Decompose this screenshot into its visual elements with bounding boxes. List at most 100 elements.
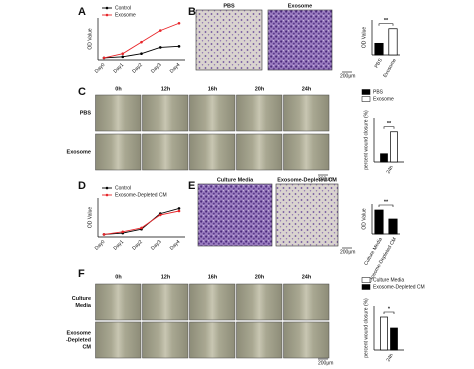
significance-bracket — [383, 126, 395, 129]
y-axis-label: OD Value — [87, 28, 93, 50]
significance-bracket — [378, 204, 394, 207]
wound-image — [189, 283, 236, 321]
bar — [390, 327, 398, 351]
wound-image — [283, 133, 330, 171]
wound-image — [283, 283, 330, 321]
x-tick-label: 24h — [386, 164, 395, 174]
time-label: 16h — [208, 86, 218, 92]
point — [177, 21, 181, 25]
significance-bracket — [378, 23, 394, 26]
point — [158, 46, 162, 49]
point — [177, 45, 181, 48]
legend-marker — [105, 6, 109, 10]
micrograph — [197, 183, 273, 247]
y-axis-label: percent wound closure (%) — [363, 298, 369, 358]
point — [102, 233, 106, 236]
bar — [380, 316, 388, 351]
time-label: 12h — [161, 274, 171, 280]
wound-image — [283, 321, 330, 359]
image-title: Exosome-Depleted CM — [277, 177, 337, 183]
legend-label: Exosome — [115, 12, 136, 18]
legend-label: Exosome-Depleted CM — [373, 284, 425, 290]
bar — [374, 42, 384, 56]
bar — [374, 209, 384, 235]
legend-label: Control — [115, 5, 131, 11]
y-axis-label: OD Value — [361, 208, 367, 230]
time-label: 20h — [255, 86, 265, 92]
time-label: 16h — [208, 274, 218, 280]
wound-image — [95, 321, 142, 359]
legend-label: Control — [115, 185, 131, 191]
legend-swatch — [361, 284, 371, 290]
series-line — [103, 207, 180, 235]
x-tick-label: Day4 — [169, 62, 182, 75]
row-label: PBS — [80, 110, 92, 116]
scale-label: 200μm — [340, 249, 355, 255]
time-label: 0h — [115, 274, 122, 280]
panel-label: D — [78, 180, 86, 192]
x-tick-label: Day1 — [113, 239, 126, 252]
point — [121, 52, 125, 55]
legend-label: PBS — [373, 89, 384, 95]
legend-swatch — [361, 89, 371, 95]
panel-label: E — [188, 180, 195, 192]
point — [102, 56, 106, 60]
row-label: Exosome — [67, 330, 91, 336]
legend-label: Exosome — [373, 96, 394, 102]
significance: ** — [384, 199, 389, 205]
y-axis-label: OD Value — [361, 27, 367, 49]
significance-bracket — [383, 311, 395, 314]
legend-label: Culture Media — [373, 277, 404, 283]
bar — [380, 153, 388, 163]
micrograph — [267, 9, 333, 71]
time-label: 20h — [255, 274, 265, 280]
point — [140, 226, 143, 230]
image-title: Exosome — [288, 3, 312, 9]
row-label: Culture — [72, 296, 91, 302]
bar — [388, 28, 398, 56]
image-title: Culture Media — [217, 177, 254, 183]
legend-marker — [105, 13, 109, 17]
legend-label: Exosome-Depleted CM — [115, 192, 167, 198]
point — [177, 207, 181, 210]
x-tick-label: Day4 — [169, 239, 182, 252]
row-label: -Depleted — [66, 337, 91, 343]
significance: ** — [384, 18, 389, 24]
wound-image — [189, 321, 236, 359]
panel-label: C — [78, 86, 86, 98]
legend-marker — [105, 193, 109, 197]
x-tick-label: Day2 — [131, 62, 144, 75]
point — [140, 52, 143, 55]
micrograph — [275, 183, 339, 247]
row-label: Media — [75, 303, 92, 309]
scale-label: 200μm — [318, 176, 333, 182]
legend-marker — [105, 186, 109, 190]
panel-label: A — [78, 6, 86, 18]
x-tick-label: 24h — [386, 352, 395, 362]
scale-label: 200μm — [340, 73, 355, 79]
legend-swatch — [361, 96, 371, 102]
series-line — [103, 210, 180, 235]
significance: * — [388, 306, 391, 312]
x-tick-label: Exosome — [382, 57, 398, 78]
wound-image — [142, 94, 189, 132]
image-title: PBS — [223, 3, 235, 9]
significance: ** — [387, 121, 392, 127]
point — [121, 55, 125, 59]
row-label: Exosome — [67, 149, 91, 155]
wound-image — [236, 94, 283, 132]
wound-image — [236, 321, 283, 359]
wound-image — [95, 133, 142, 171]
x-tick-label: Day3 — [150, 239, 163, 252]
point — [177, 209, 181, 213]
y-axis-label: OD Value — [87, 207, 93, 229]
point — [158, 213, 162, 217]
wound-image — [142, 321, 189, 359]
series-line — [103, 45, 180, 59]
micrograph — [195, 9, 263, 71]
point — [121, 230, 125, 234]
wound-image — [236, 283, 283, 321]
wound-image — [283, 94, 330, 132]
bar — [388, 218, 398, 235]
